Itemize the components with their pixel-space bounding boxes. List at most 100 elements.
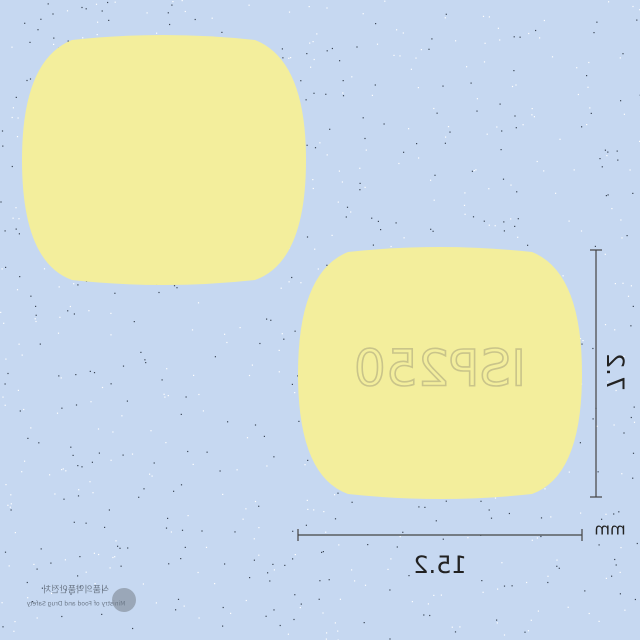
speckle (470, 82, 472, 84)
speckle (608, 1, 610, 3)
speckle (43, 268, 46, 270)
speckle (587, 86, 589, 88)
speckle (132, 627, 134, 630)
speckle (384, 0, 386, 2)
speckle (287, 633, 289, 635)
speckle (527, 630, 529, 632)
speckle (142, 583, 144, 585)
speckle (1, 130, 4, 132)
speckle (514, 115, 516, 117)
speckle (433, 199, 435, 201)
speckle (98, 452, 100, 454)
speckle (163, 393, 165, 395)
speckle (297, 375, 299, 377)
speckle (171, 4, 173, 6)
speckle (95, 3, 98, 5)
speckle (47, 3, 49, 5)
speckle (18, 218, 20, 220)
speckle (596, 21, 598, 23)
speckle (503, 230, 505, 232)
speckle (613, 424, 615, 426)
speckle (500, 149, 502, 151)
speckle (454, 631, 457, 633)
speckle (273, 456, 275, 458)
speckle (15, 228, 17, 230)
speckle (325, 93, 327, 95)
speckle (15, 96, 17, 98)
speckle (473, 170, 475, 172)
speckle (365, 149, 367, 151)
speckle (205, 546, 208, 548)
speckle (543, 170, 545, 172)
speckle (427, 603, 429, 605)
speckle (503, 221, 505, 223)
speckle (38, 442, 40, 444)
speckle (402, 32, 404, 34)
speckle (440, 594, 442, 596)
speckle (11, 165, 13, 168)
speckle (108, 19, 110, 21)
speckle (267, 572, 269, 574)
speckle (496, 126, 498, 128)
speckle (259, 342, 261, 345)
speckle (350, 211, 352, 213)
speckle (588, 612, 590, 615)
speckle (416, 143, 418, 145)
speckle (27, 437, 29, 439)
speckle (342, 80, 344, 82)
speckle (161, 379, 163, 381)
speckle (92, 492, 94, 494)
speckle (389, 589, 391, 591)
speckle (18, 343, 20, 345)
speckle (11, 116, 13, 119)
speckle (451, 626, 453, 628)
speckle (617, 159, 619, 161)
speckle (376, 43, 379, 45)
speckle (607, 194, 609, 196)
logo-korean: 식품의약품안전처 (43, 584, 109, 596)
speckle (531, 114, 533, 116)
speckle (168, 563, 170, 565)
speckle (300, 80, 302, 82)
speckle (497, 27, 499, 29)
height-label: 7.2 (601, 353, 629, 391)
speckle (253, 538, 255, 540)
speckle (193, 374, 195, 376)
speckle (12, 107, 14, 109)
speckle (402, 531, 404, 533)
speckle (10, 494, 12, 496)
speckle (494, 497, 497, 499)
speckle (192, 463, 194, 465)
speckle (432, 230, 434, 232)
speckle (131, 453, 134, 455)
speckle (590, 112, 592, 114)
speckle (604, 324, 607, 326)
speckle (568, 220, 570, 222)
speckle (613, 513, 615, 515)
speckle (281, 333, 283, 335)
speckle (278, 349, 280, 351)
speckle (531, 108, 533, 110)
speckle (52, 13, 54, 15)
speckle (292, 558, 294, 560)
speckle (1, 602, 3, 604)
speckle (632, 192, 634, 194)
speckle (181, 529, 184, 531)
speckle (266, 465, 268, 467)
speckle (236, 469, 238, 471)
speckle (194, 18, 196, 21)
speckle (464, 192, 466, 194)
speckle (387, 568, 389, 570)
speckle (294, 554, 296, 556)
speckle (288, 57, 290, 59)
speckle (26, 581, 28, 584)
speckle (245, 599, 247, 602)
speckle (621, 473, 623, 475)
speckle (166, 368, 168, 370)
speckle (114, 556, 116, 558)
speckle (14, 621, 16, 623)
speckle (345, 216, 347, 218)
speckle (273, 609, 275, 611)
speckle (458, 559, 460, 561)
speckle (364, 186, 366, 188)
